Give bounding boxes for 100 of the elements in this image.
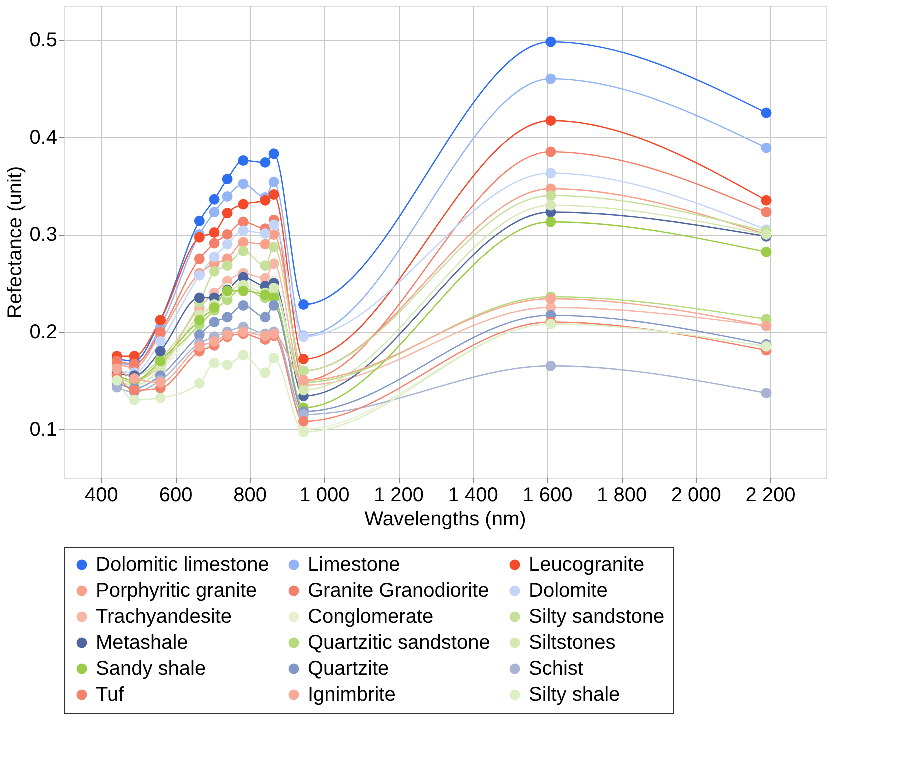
legend-label: Leucogranite [529, 554, 645, 576]
point [129, 394, 140, 406]
point [268, 190, 280, 200]
legend-label: Ignimbrite [308, 684, 396, 706]
point [194, 232, 205, 243]
point [761, 142, 772, 154]
x-tick-label: 1 600 [522, 484, 573, 506]
point [260, 312, 271, 323]
legend-label: Quartzite [308, 658, 390, 680]
legend-label: Metashale [96, 632, 188, 654]
point [238, 350, 249, 361]
point [268, 300, 280, 311]
point [155, 336, 166, 347]
legend-label: Granite Granodiorite [308, 580, 490, 602]
point [268, 258, 280, 270]
x-tick-label: 600 [159, 484, 193, 506]
legend-label: Limestone [308, 554, 400, 576]
point [222, 192, 233, 202]
legend-label: Silty shale [529, 684, 620, 706]
y-tick-label: 0.4 [30, 126, 58, 149]
point [546, 168, 556, 179]
point [546, 360, 556, 372]
point [546, 190, 556, 202]
point [209, 238, 220, 249]
legend-label: Dolomitic limestone [96, 554, 270, 576]
point [222, 239, 233, 250]
point [222, 360, 233, 370]
point [268, 176, 280, 188]
x-tick-label: 400 [84, 484, 118, 506]
point [268, 353, 280, 364]
point [761, 207, 772, 218]
legend-label: Tuf [96, 684, 125, 706]
x-tick-label: 800 [234, 484, 268, 506]
point [155, 392, 166, 404]
point [546, 74, 556, 84]
point [238, 246, 249, 256]
point [260, 157, 271, 168]
legend-label: Silty sandstone [529, 606, 665, 628]
point [268, 220, 280, 230]
point [761, 108, 772, 118]
point [268, 242, 280, 253]
x-tick-label: 1 000 [300, 484, 350, 506]
point [546, 36, 556, 48]
point [222, 174, 233, 184]
point [298, 427, 309, 438]
point [209, 207, 220, 218]
point [194, 378, 205, 389]
point [298, 354, 309, 365]
point [194, 292, 205, 304]
point [209, 266, 220, 277]
point [194, 341, 205, 352]
x-tick-label: 2 200 [746, 484, 796, 506]
x-tick-label: 1 800 [597, 484, 648, 506]
point [260, 368, 271, 378]
legend-label: Siltstones [529, 632, 616, 654]
point [546, 216, 556, 228]
point [260, 239, 271, 250]
point [761, 195, 772, 206]
point [222, 229, 233, 240]
point [209, 302, 220, 313]
legend-label: Trachyandesite [96, 606, 232, 628]
point [260, 228, 271, 239]
x-axis-title: Wavelengths (nm) [364, 508, 526, 530]
y-tick-label: 0.2 [30, 322, 58, 344]
point [761, 388, 772, 399]
y-tick-label: 0.1 [30, 418, 58, 441]
point [194, 254, 205, 264]
point [260, 260, 271, 272]
legend-label: Porphyritic granite [96, 580, 258, 602]
point [238, 216, 249, 228]
y-tick-label: 0.3 [30, 224, 58, 246]
point [546, 146, 556, 158]
legend-label: Dolomite [529, 580, 608, 602]
point [209, 358, 220, 368]
legend-label: Conglomerate [308, 606, 434, 628]
point [155, 346, 166, 357]
point [209, 317, 220, 328]
legend-label: Schist [529, 658, 584, 680]
x-tick-label: 2 000 [671, 484, 722, 506]
point [238, 286, 249, 296]
x-tick-label: 1 200 [374, 484, 424, 506]
point [761, 246, 772, 258]
point [260, 195, 271, 206]
point [222, 312, 233, 323]
point [298, 385, 309, 396]
point [209, 252, 220, 262]
point [238, 300, 249, 311]
legend-label: Sandy shale [96, 658, 206, 680]
point [238, 178, 249, 190]
point [222, 208, 233, 219]
point [209, 228, 220, 238]
point [194, 330, 205, 340]
y-tick-label: 0.5 [30, 30, 58, 52]
point [298, 416, 309, 427]
point [222, 260, 233, 272]
point [194, 216, 205, 226]
point [298, 300, 309, 310]
point [238, 199, 249, 210]
point [209, 336, 220, 347]
point [546, 200, 556, 211]
